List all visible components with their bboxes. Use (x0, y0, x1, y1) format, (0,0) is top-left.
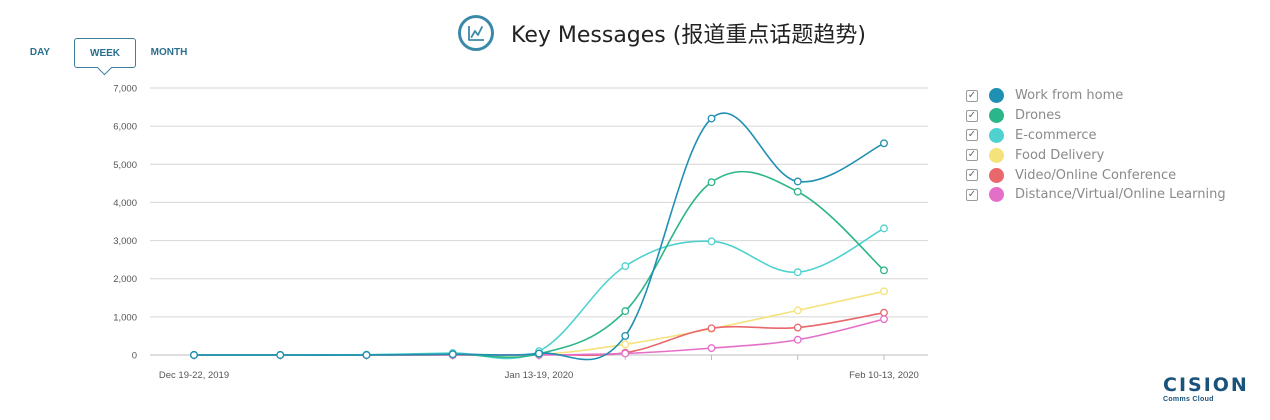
tab-day[interactable]: DAY (29, 47, 51, 58)
line-chart: 0 1,000 2,000 3,000 4,000 5,000 6,000 7,000 Dec… (113, 84, 928, 381)
legend-dot (989, 88, 1004, 104)
series-line (194, 290, 885, 357)
data-point (621, 262, 630, 271)
legend-dot (989, 167, 1004, 183)
x-tick-label: Dec 19-22, 2019 (159, 370, 229, 381)
y-tick-label: 2,000 (113, 274, 137, 285)
legend-dot (989, 127, 1004, 143)
tab-week-label: WEEK (90, 48, 120, 59)
data-point (880, 315, 888, 324)
data-point (880, 308, 888, 317)
y-tick-label: 4,000 (113, 198, 137, 209)
chart-header: Key Messages (报道重点话题趋势) (457, 13, 866, 53)
data-point (880, 287, 888, 296)
legend-dot (989, 147, 1004, 163)
data-point (880, 224, 888, 233)
data-point (793, 177, 802, 186)
data-point (535, 349, 543, 358)
legend-label: Work from home (1015, 88, 1124, 104)
data-point (793, 335, 802, 344)
data-point (707, 324, 716, 333)
data-point (707, 344, 716, 353)
data-point (621, 349, 630, 358)
x-tick-label: Jan 13-19, 2020 (505, 370, 574, 381)
legend-label: Video/Online Conference (1015, 167, 1177, 183)
data-point (621, 331, 630, 340)
data-point (793, 268, 802, 277)
tab-month[interactable]: MONTH (150, 47, 188, 58)
x-tick-label: Feb 10-13, 2020 (849, 370, 919, 381)
brand-name: CISION (1163, 374, 1249, 396)
checkbox-icon[interactable]: ✓ (966, 149, 978, 162)
legend-item-video-online-conference[interactable]: ✓ Video/Online Conference (966, 165, 1226, 185)
checkbox-icon[interactable]: ✓ (966, 89, 978, 102)
checkbox-icon[interactable]: ✓ (966, 188, 978, 201)
series-lines (190, 112, 888, 361)
data-point (621, 340, 630, 349)
data-point (793, 323, 802, 332)
time-range-tabs: DAY WEEK MONTH (20, 38, 196, 76)
y-tick-label: 0 (132, 351, 137, 362)
data-point (793, 187, 802, 196)
legend-label: E-commerce (1015, 127, 1097, 143)
legend-label: Food Delivery (1015, 147, 1105, 163)
data-point (793, 306, 802, 315)
data-point (880, 139, 888, 148)
legend-item-e-commerce[interactable]: ✓ E-commerce (966, 126, 1226, 146)
y-tick-label: 3,000 (113, 236, 137, 247)
checkbox-icon[interactable]: ✓ (966, 169, 978, 182)
line-chart-icon (458, 15, 494, 51)
series-line (194, 170, 885, 359)
legend-dot (989, 187, 1004, 203)
chart-legend: ✓ Work from home ✓ Drones ✓ E-commerce ✓… (966, 86, 1226, 205)
series-1 (190, 170, 888, 359)
data-point (621, 307, 630, 316)
legend-item-distance-learning[interactable]: ✓ Distance/Virtual/Online Learning (966, 185, 1226, 205)
data-point (362, 351, 371, 359)
checkbox-icon[interactable]: ✓ (966, 109, 978, 122)
series-0 (190, 112, 888, 361)
data-point (707, 237, 716, 246)
legend-item-food-delivery[interactable]: ✓ Food Delivery (966, 145, 1226, 165)
y-tick-label: 5,000 (113, 160, 137, 171)
data-point (190, 351, 198, 359)
data-point (276, 351, 285, 359)
tab-week[interactable]: WEEK (74, 38, 136, 76)
data-point (707, 178, 716, 187)
y-axis-ticks: 0 1,000 2,000 3,000 4,000 5,000 6,000 7,000 (113, 84, 137, 362)
grid-lines (150, 87, 928, 356)
legend-dot (989, 108, 1004, 124)
chart-title: Key Messages (报道重点话题趋势) (511, 23, 866, 48)
y-tick-label: 6,000 (113, 122, 137, 133)
y-tick-label: 7,000 (113, 84, 137, 95)
series-line (194, 112, 885, 361)
data-point (707, 114, 716, 123)
data-point (880, 266, 888, 275)
legend-label: Drones (1015, 108, 1062, 124)
checkbox-icon[interactable]: ✓ (966, 129, 978, 142)
cision-logo: CISION Comms Cloud (1163, 374, 1249, 404)
legend-label: Distance/Virtual/Online Learning (1015, 187, 1226, 203)
y-tick-label: 1,000 (113, 312, 137, 323)
legend-item-work-from-home[interactable]: ✓ Work from home (966, 86, 1226, 106)
data-point (448, 350, 457, 359)
brand-subtitle: Comms Cloud (1163, 396, 1214, 403)
legend-item-drones[interactable]: ✓ Drones (966, 106, 1226, 126)
series-2 (190, 224, 888, 360)
series-line (193, 227, 885, 360)
